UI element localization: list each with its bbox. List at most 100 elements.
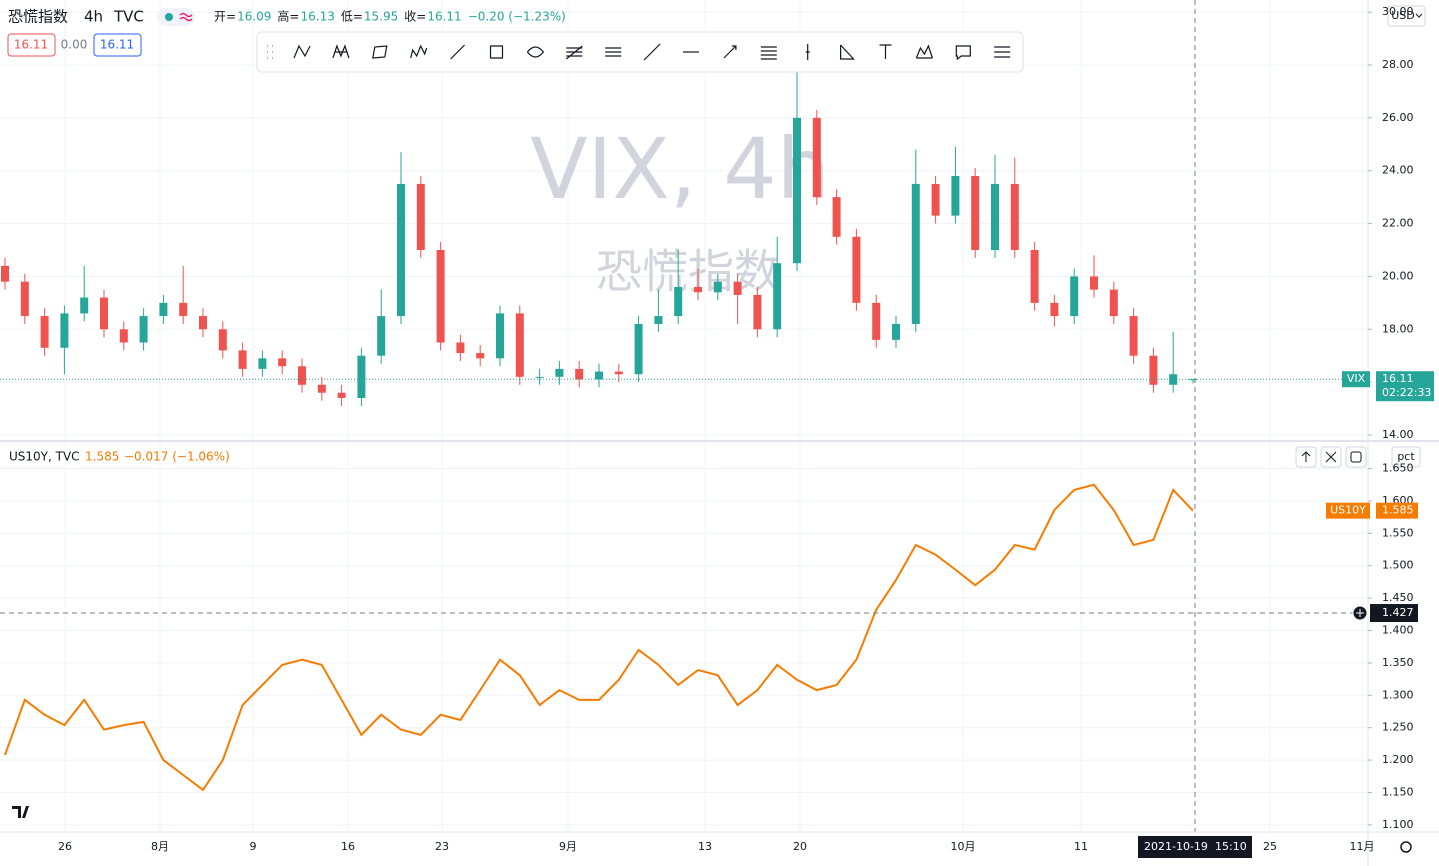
candle-body: [1149, 355, 1158, 385]
pane-buttons: pct: [1295, 446, 1421, 468]
ohlc-label: 高=: [277, 9, 299, 24]
tool-icon: [605, 47, 622, 57]
time-label: 25: [1263, 840, 1277, 853]
y-tick-label: 18.00: [1382, 322, 1414, 335]
y-tick-label: 22.00: [1382, 217, 1414, 230]
ohlc-change: −0.20 (−1.23%): [468, 10, 566, 24]
symbol-tag-label: VIX: [1347, 372, 1366, 385]
market-status: [165, 13, 173, 21]
tool-hitbox: [908, 36, 940, 68]
candle-body: [951, 176, 960, 216]
tool-button[interactable]: [325, 36, 357, 68]
time-label: 16: [341, 840, 355, 853]
settings-icon[interactable]: [1400, 841, 1412, 853]
tool-button[interactable]: [986, 36, 1018, 68]
buy-box[interactable]: [93, 33, 142, 57]
y-tick-label: 1.150: [1382, 785, 1414, 798]
candle-body: [773, 263, 782, 330]
ohlc-value: 16.09: [237, 10, 271, 24]
currency-button[interactable]: [1387, 5, 1426, 27]
candle-body: [317, 384, 326, 393]
y-tick-label: 14.00: [1382, 428, 1414, 441]
y-tick-label: 1.250: [1382, 721, 1414, 734]
tool-icon: [994, 46, 1011, 58]
logo[interactable]: [12, 806, 29, 818]
candle-body: [812, 117, 821, 198]
tool-hitbox: [753, 36, 785, 68]
tool-button[interactable]: [442, 36, 474, 68]
ask: 16.11: [100, 38, 134, 52]
maximize-button[interactable]: [1345, 446, 1367, 468]
price-tag-value: 1.585: [1382, 504, 1414, 517]
y-tick-label: 26.00: [1382, 111, 1414, 124]
y-tick-label: 1.450: [1382, 591, 1414, 604]
sell-box[interactable]: [7, 33, 56, 57]
bid: 16.11: [14, 38, 48, 52]
y-tick-label: 1.400: [1382, 624, 1414, 637]
tool-button[interactable]: [714, 36, 746, 68]
candle-body: [535, 376, 544, 378]
candle-body: [793, 117, 801, 264]
candle-body: [1070, 276, 1079, 317]
tool-icon: [565, 45, 583, 60]
maximize-icon: [1350, 451, 1362, 463]
tool-button[interactable]: [675, 36, 707, 68]
y-tick-label: 1.200: [1382, 753, 1414, 766]
crosshair-time: 15:10: [1215, 840, 1247, 853]
price-tag: [1376, 371, 1434, 402]
candle-body: [575, 368, 584, 380]
candle-body: [416, 183, 425, 250]
candle-body: [595, 371, 603, 380]
candle-body: [614, 371, 623, 375]
tool-button[interactable]: [636, 36, 668, 68]
toolbar-handle: [267, 45, 273, 59]
candle-body: [713, 281, 722, 293]
tool-button[interactable]: [519, 36, 551, 68]
candle-body: [159, 302, 168, 317]
candle-body: [654, 316, 663, 324]
scale-mode: pct: [1397, 450, 1415, 463]
ohlc-label: 低=: [341, 10, 363, 24]
tool-button[interactable]: [831, 36, 863, 68]
tool-button[interactable]: [286, 36, 318, 68]
grid: [0, 0, 1368, 832]
status-pill[interactable]: [157, 8, 195, 26]
tool-button[interactable]: [481, 36, 513, 68]
candle-body: [892, 323, 900, 340]
ohlc-legend: 开= 16.09 高= 16.13 低= 15.95 收= 16.11 −0.20 (−1.23…: [214, 9, 566, 24]
tool-icon: [760, 46, 777, 60]
tool-button[interactable]: [870, 36, 902, 68]
tool-button[interactable]: [403, 36, 435, 68]
tool-button[interactable]: [908, 36, 940, 68]
candle-body: [931, 183, 940, 216]
drawing-toolbar: [256, 31, 1024, 73]
symbol-tag: [1326, 502, 1370, 519]
time-label: 8月: [151, 840, 169, 853]
tool-button[interactable]: [597, 36, 629, 68]
countdown: 02:22:33: [1382, 386, 1431, 399]
candle-body: [139, 316, 148, 343]
watermark-title: VIX, 4h: [530, 120, 830, 218]
y-tick-label: 1.350: [1382, 656, 1414, 669]
tool-button[interactable]: [558, 36, 590, 68]
tool-button[interactable]: [753, 36, 785, 68]
tool-hitbox: [481, 36, 513, 68]
tool-icon: [955, 45, 971, 61]
plot: [0, 0, 1368, 832]
add-icon: [1356, 609, 1364, 618]
y-tick-label: 1.300: [1382, 688, 1414, 701]
tool-icon: [526, 46, 545, 58]
candle-body: [991, 183, 999, 250]
tool-button[interactable]: [792, 36, 824, 68]
scale-button[interactable]: [1391, 446, 1421, 468]
ohlc-value: 15.95: [364, 10, 398, 24]
candle-body: [377, 316, 386, 356]
tool-icon: [372, 45, 388, 59]
candle-body: [179, 302, 188, 317]
candle-body: [832, 197, 841, 237]
tool-icon: [293, 44, 311, 59]
tool-button[interactable]: [364, 36, 396, 68]
tool-icon: [723, 45, 737, 59]
tool-button[interactable]: [947, 36, 979, 68]
